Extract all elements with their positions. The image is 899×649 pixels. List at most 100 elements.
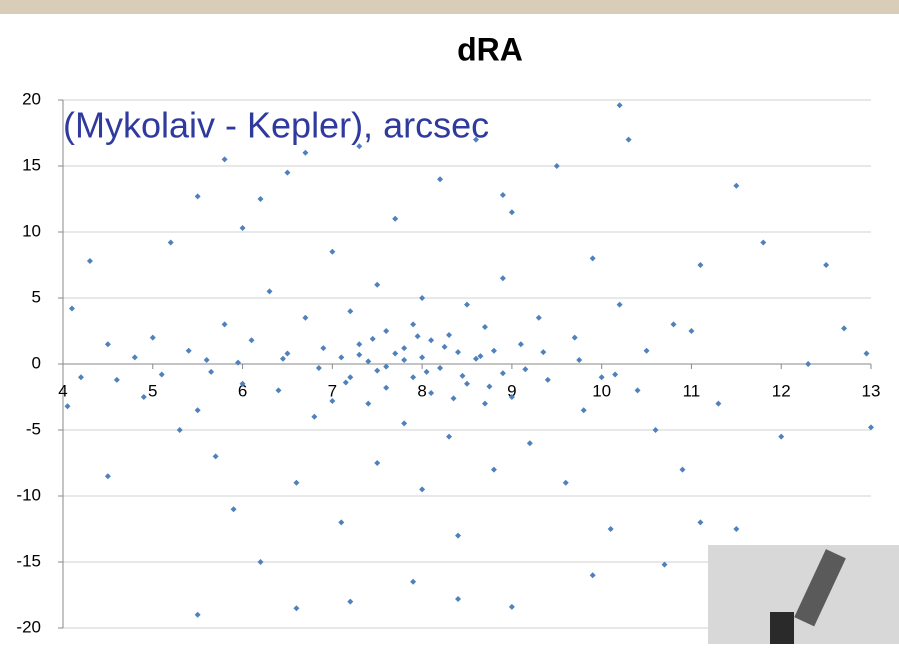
data-point (733, 182, 740, 189)
telescope-mount (770, 612, 794, 644)
data-point (428, 390, 435, 397)
data-point (293, 605, 300, 612)
y-tick-label: -15 (16, 551, 41, 570)
data-point (697, 262, 704, 268)
data-point (356, 341, 363, 348)
data-point (410, 321, 417, 328)
x-tick-label: 13 (862, 381, 881, 400)
data-point (279, 355, 286, 362)
image-frame (708, 545, 899, 644)
x-tick-label: 7 (328, 381, 337, 400)
data-point (472, 136, 479, 143)
data-point (522, 366, 529, 373)
y-tick-label: -10 (16, 485, 41, 504)
y-tick-label: -5 (26, 419, 41, 438)
data-point (266, 288, 273, 295)
data-point (338, 519, 345, 526)
data-point (302, 149, 309, 156)
data-point (428, 337, 435, 344)
data-point (293, 479, 300, 486)
data-point (634, 387, 641, 394)
data-point (113, 376, 120, 383)
data-point (392, 350, 399, 357)
data-point (158, 371, 165, 378)
data-point (616, 301, 623, 308)
y-tick-label: 20 (22, 89, 41, 108)
data-point (401, 357, 408, 364)
data-point (383, 384, 390, 391)
x-tick-label: 6 (238, 381, 247, 400)
data-point (446, 433, 453, 440)
data-point (176, 427, 183, 433)
data-point (517, 341, 524, 348)
data-point (365, 358, 372, 365)
data-point (329, 248, 336, 255)
data-point (441, 343, 448, 350)
data-point (347, 374, 354, 381)
data-point (576, 357, 583, 364)
data-point (275, 387, 282, 394)
data-point (356, 351, 363, 358)
x-tick-label: 4 (58, 381, 67, 400)
data-point (562, 479, 569, 486)
data-point (459, 372, 466, 379)
data-point (374, 460, 381, 466)
y-tick-label: 5 (32, 287, 41, 306)
data-point (347, 598, 354, 605)
data-point (86, 258, 93, 265)
data-point (347, 308, 354, 315)
data-point (392, 215, 399, 222)
data-point (140, 394, 147, 400)
data-point (481, 400, 488, 407)
telescope-tube (794, 549, 846, 627)
data-point (679, 466, 686, 473)
data-point (284, 350, 291, 357)
data-point (104, 341, 111, 348)
data-point (464, 301, 470, 308)
data-point (598, 374, 605, 381)
data-point (131, 354, 138, 361)
data-point (419, 354, 426, 361)
x-tick-label: 8 (417, 381, 426, 400)
data-point (239, 225, 246, 232)
data-point (733, 526, 740, 532)
data-point (607, 526, 614, 532)
x-tick-label: 11 (683, 381, 701, 400)
data-point (374, 281, 381, 288)
data-point (526, 440, 533, 447)
data-point (423, 368, 430, 375)
data-point (338, 354, 345, 361)
data-point (315, 364, 322, 371)
y-tick-label: 15 (22, 155, 41, 174)
data-point (589, 572, 596, 579)
data-point (401, 345, 408, 352)
data-point (697, 519, 704, 526)
data-point (221, 156, 228, 163)
data-point (477, 353, 484, 360)
data-point (455, 349, 462, 356)
data-point (616, 102, 623, 109)
plot-area: -20 -15 -10 -5 0 5 10 15 20 4 5 6 7 8 9 10 11 12 13 (16, 89, 880, 636)
data-point (481, 324, 488, 331)
data-point (499, 370, 506, 377)
x-tick-label: 5 (148, 381, 157, 400)
data-point (455, 532, 462, 539)
data-point (499, 192, 506, 199)
data-point (544, 376, 551, 383)
data-point (437, 176, 444, 183)
data-point (490, 466, 497, 473)
data-point (235, 359, 242, 366)
data-point (863, 350, 870, 357)
data-point (490, 347, 497, 354)
data-point (580, 407, 587, 414)
data-point (374, 367, 381, 374)
data-point (167, 239, 174, 246)
data-point (329, 397, 336, 404)
data-point (257, 196, 264, 202)
data-point (437, 364, 444, 371)
data-point (612, 371, 619, 378)
data-point (571, 334, 578, 341)
data-point (643, 347, 650, 354)
data-point (194, 611, 201, 618)
data-point (365, 400, 372, 407)
